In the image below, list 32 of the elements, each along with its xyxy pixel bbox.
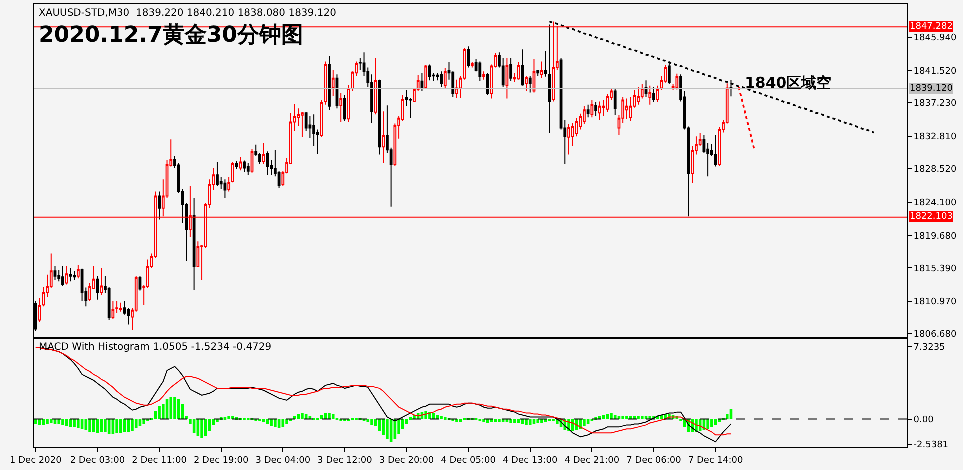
x-tick-label: 3 Dec 20:00	[379, 456, 434, 466]
annotation: 1840区域空	[745, 74, 832, 92]
x-tick-label: 4 Dec 21:00	[564, 456, 620, 466]
x-tick-label: 2 Dec 19:00	[194, 456, 250, 466]
y-tick-label: -2.5381	[914, 440, 949, 451]
x-tick-label: 4 Dec 05:00	[441, 456, 496, 466]
y-tick-label: 1845.940	[914, 33, 958, 44]
y-tick-label: 0.00	[914, 415, 934, 426]
x-tick-label: 7 Dec 06:00	[626, 456, 682, 466]
ref-line-label: 1839.120	[910, 84, 954, 94]
x-tick-label: 1 Dec 2020	[10, 456, 62, 466]
ref-line-label: 1847.282	[910, 22, 953, 32]
text: 2020.12.7黄金30分钟图	[39, 23, 304, 48]
x-tick-label: 3 Dec 04:00	[256, 456, 311, 466]
x-tick-label: 4 Dec 13:00	[502, 456, 558, 466]
chart-title: MACD With Histogram 1.0505 -1.5234 -0.4729	[39, 342, 272, 353]
y-tick-label: 1832.810	[914, 132, 958, 143]
x-tick-label: 7 Dec 14:00	[688, 456, 744, 466]
ref-line-label: 1822.103	[910, 212, 953, 222]
x-tick-label: 2 Dec 03:00	[70, 456, 126, 466]
y-tick-label: 7.3235	[914, 342, 946, 353]
y-tick-label: 1824.100	[914, 198, 958, 208]
y-tick-label: 1828.520	[914, 165, 958, 176]
y-tick-label: 1837.230	[914, 99, 958, 110]
y-tick-label: 1819.680	[914, 232, 958, 242]
x-tick-label: 2 Dec 11:00	[132, 456, 188, 466]
x-tick-label: 3 Dec 12:00	[318, 456, 373, 466]
y-tick-label: 1806.680	[914, 330, 958, 340]
y-tick-label: 1841.520	[914, 66, 958, 77]
chart-subtitle: XAUUSD-STD,M30 1839.220 1840.210 1838.080 1839.120	[39, 8, 336, 19]
y-tick-label: 1815.390	[914, 264, 958, 274]
y-tick-label: 1810.970	[914, 298, 958, 308]
